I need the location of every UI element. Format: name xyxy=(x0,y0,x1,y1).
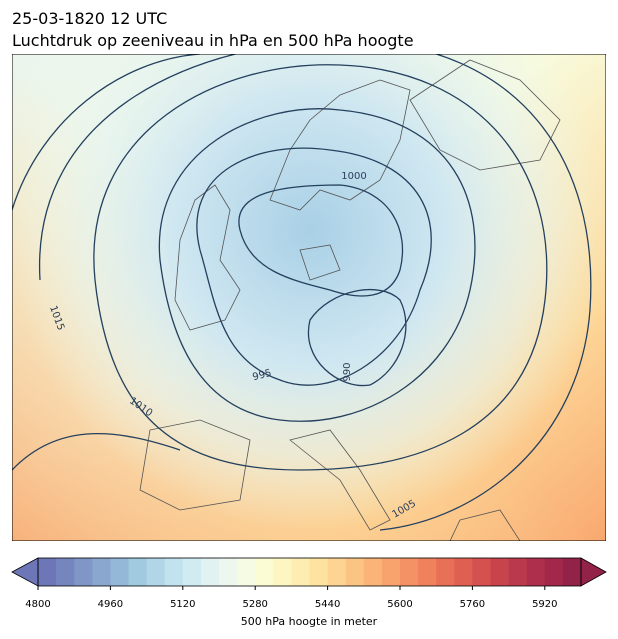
colorbar-band xyxy=(327,558,347,586)
colorbar-extend-low xyxy=(11,557,39,587)
colorbar-tick-label: 5920 xyxy=(532,599,557,610)
colorbar-extend-high xyxy=(580,557,607,587)
colorbar-tick-label: 4800 xyxy=(25,599,50,610)
colorbar-band xyxy=(436,558,455,586)
colorbar-band xyxy=(164,558,184,586)
colorbar-tick-label: 4960 xyxy=(98,599,123,610)
colorbar-band xyxy=(146,558,166,586)
colorbar-band xyxy=(237,558,256,586)
colorbar-band xyxy=(490,558,510,586)
colorbar: 4800 4960 5120 5280 5440 5600 5760 5920 xyxy=(11,557,607,610)
colorbar-band xyxy=(110,558,129,586)
colorbar-tick-label: 5280 xyxy=(242,599,267,610)
colorbar-band xyxy=(56,558,75,586)
contour-label: 1000 xyxy=(341,171,366,182)
contour-label: 990 xyxy=(342,362,353,381)
map-time: 25-03-1820 12 UTC xyxy=(12,9,167,28)
colorbar-band xyxy=(345,558,365,586)
colorbar-band xyxy=(363,558,383,586)
colorbar-band xyxy=(219,558,238,586)
colorbar-band xyxy=(309,558,329,586)
colorbar-tick-label: 5600 xyxy=(387,599,412,610)
colorbar-band xyxy=(255,558,274,586)
colorbar-tick-label: 5120 xyxy=(170,599,195,610)
colorbar-band xyxy=(418,558,437,586)
colorbar-band xyxy=(526,558,546,586)
contour-label: 995 xyxy=(251,368,272,384)
colorbar-label: 500 hPa hoogte in meter xyxy=(241,615,378,628)
colorbar-band xyxy=(400,558,419,586)
colorbar-band xyxy=(182,558,202,586)
colorbar-band xyxy=(74,558,93,586)
colorbar-band xyxy=(544,558,564,586)
map xyxy=(12,54,606,541)
colorbar-band xyxy=(273,558,292,586)
colorbar-band xyxy=(508,558,528,586)
colorbar-band xyxy=(562,558,582,586)
colorbar-band xyxy=(291,558,310,586)
colorbar-band xyxy=(200,558,220,586)
colorbar-band xyxy=(128,558,148,586)
colorbar-band xyxy=(381,558,401,586)
map-title: Luchtdruk op zeeniveau in hPa en 500 hPa… xyxy=(12,31,414,50)
colorbar-band xyxy=(454,558,473,586)
colorbar-tick-label: 5760 xyxy=(460,599,485,610)
colorbar-tick-label: 5440 xyxy=(315,599,340,610)
colorbar-band xyxy=(38,558,57,586)
colorbar-frame xyxy=(37,557,582,587)
colorbar-band xyxy=(472,558,491,586)
colorbar-band xyxy=(92,558,111,586)
